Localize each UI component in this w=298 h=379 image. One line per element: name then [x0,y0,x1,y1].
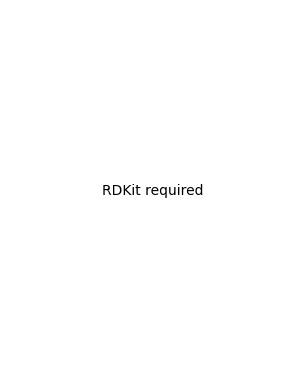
Text: RDKit required: RDKit required [102,185,204,198]
